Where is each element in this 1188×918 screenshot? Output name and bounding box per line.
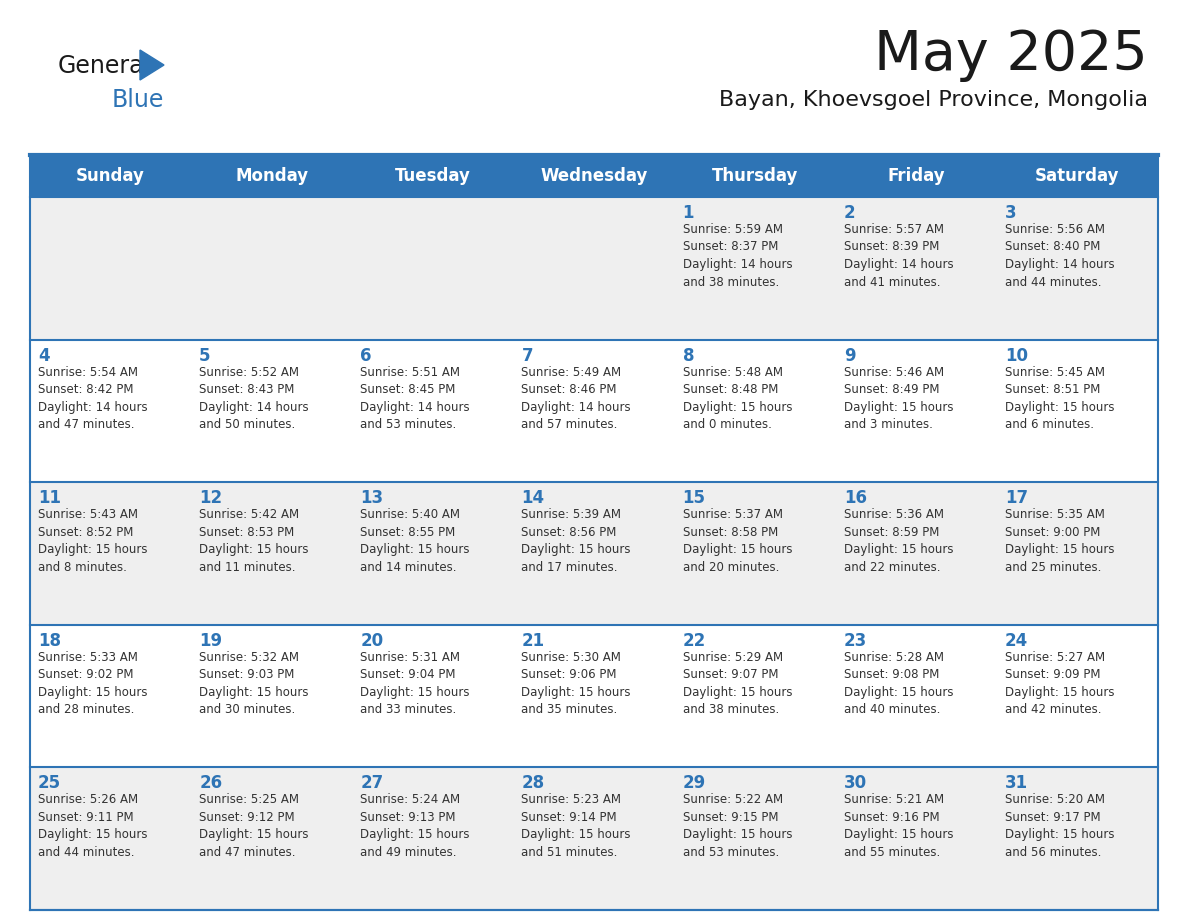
Text: 11: 11 — [38, 489, 61, 508]
Text: Sunrise: 5:28 AM
Sunset: 9:08 PM
Daylight: 15 hours
and 40 minutes.: Sunrise: 5:28 AM Sunset: 9:08 PM Dayligh… — [843, 651, 953, 716]
Text: Sunrise: 5:51 AM
Sunset: 8:45 PM
Daylight: 14 hours
and 53 minutes.: Sunrise: 5:51 AM Sunset: 8:45 PM Dayligh… — [360, 365, 470, 431]
Text: 8: 8 — [683, 347, 694, 364]
Bar — [30, 625, 1158, 767]
Text: 20: 20 — [360, 632, 384, 650]
Text: Tuesday: Tuesday — [394, 167, 470, 185]
Text: 1: 1 — [683, 204, 694, 222]
Text: Sunrise: 5:23 AM
Sunset: 9:14 PM
Daylight: 15 hours
and 51 minutes.: Sunrise: 5:23 AM Sunset: 9:14 PM Dayligh… — [522, 793, 631, 859]
Bar — [30, 197, 1158, 340]
Text: Sunrise: 5:27 AM
Sunset: 9:09 PM
Daylight: 15 hours
and 42 minutes.: Sunrise: 5:27 AM Sunset: 9:09 PM Dayligh… — [1005, 651, 1114, 716]
Text: Sunrise: 5:46 AM
Sunset: 8:49 PM
Daylight: 15 hours
and 3 minutes.: Sunrise: 5:46 AM Sunset: 8:49 PM Dayligh… — [843, 365, 953, 431]
Text: 3: 3 — [1005, 204, 1017, 222]
Text: 5: 5 — [200, 347, 210, 364]
Text: Sunrise: 5:45 AM
Sunset: 8:51 PM
Daylight: 15 hours
and 6 minutes.: Sunrise: 5:45 AM Sunset: 8:51 PM Dayligh… — [1005, 365, 1114, 431]
Text: Wednesday: Wednesday — [541, 167, 647, 185]
Text: Blue: Blue — [112, 88, 164, 112]
Text: 15: 15 — [683, 489, 706, 508]
Text: Sunrise: 5:43 AM
Sunset: 8:52 PM
Daylight: 15 hours
and 8 minutes.: Sunrise: 5:43 AM Sunset: 8:52 PM Dayligh… — [38, 509, 147, 574]
Text: Sunrise: 5:30 AM
Sunset: 9:06 PM
Daylight: 15 hours
and 35 minutes.: Sunrise: 5:30 AM Sunset: 9:06 PM Dayligh… — [522, 651, 631, 716]
Text: 24: 24 — [1005, 632, 1028, 650]
Text: Sunrise: 5:33 AM
Sunset: 9:02 PM
Daylight: 15 hours
and 28 minutes.: Sunrise: 5:33 AM Sunset: 9:02 PM Dayligh… — [38, 651, 147, 716]
Text: Saturday: Saturday — [1035, 167, 1119, 185]
Bar — [30, 155, 1158, 197]
Text: 16: 16 — [843, 489, 867, 508]
Text: Sunrise: 5:59 AM
Sunset: 8:37 PM
Daylight: 14 hours
and 38 minutes.: Sunrise: 5:59 AM Sunset: 8:37 PM Dayligh… — [683, 223, 792, 288]
Text: Sunrise: 5:35 AM
Sunset: 9:00 PM
Daylight: 15 hours
and 25 minutes.: Sunrise: 5:35 AM Sunset: 9:00 PM Dayligh… — [1005, 509, 1114, 574]
Text: Friday: Friday — [887, 167, 946, 185]
Text: 17: 17 — [1005, 489, 1028, 508]
Text: Monday: Monday — [235, 167, 308, 185]
Polygon shape — [140, 50, 164, 80]
Bar — [30, 767, 1158, 910]
Text: 12: 12 — [200, 489, 222, 508]
Text: Thursday: Thursday — [712, 167, 798, 185]
Text: 7: 7 — [522, 347, 533, 364]
Text: Sunrise: 5:54 AM
Sunset: 8:42 PM
Daylight: 14 hours
and 47 minutes.: Sunrise: 5:54 AM Sunset: 8:42 PM Dayligh… — [38, 365, 147, 431]
Text: Sunrise: 5:39 AM
Sunset: 8:56 PM
Daylight: 15 hours
and 17 minutes.: Sunrise: 5:39 AM Sunset: 8:56 PM Dayligh… — [522, 509, 631, 574]
Text: Sunrise: 5:52 AM
Sunset: 8:43 PM
Daylight: 14 hours
and 50 minutes.: Sunrise: 5:52 AM Sunset: 8:43 PM Dayligh… — [200, 365, 309, 431]
Text: Sunrise: 5:48 AM
Sunset: 8:48 PM
Daylight: 15 hours
and 0 minutes.: Sunrise: 5:48 AM Sunset: 8:48 PM Dayligh… — [683, 365, 792, 431]
Text: 19: 19 — [200, 632, 222, 650]
Text: Sunday: Sunday — [76, 167, 145, 185]
Text: Sunrise: 5:21 AM
Sunset: 9:16 PM
Daylight: 15 hours
and 55 minutes.: Sunrise: 5:21 AM Sunset: 9:16 PM Dayligh… — [843, 793, 953, 859]
Bar — [30, 340, 1158, 482]
Bar — [30, 482, 1158, 625]
Text: Sunrise: 5:57 AM
Sunset: 8:39 PM
Daylight: 14 hours
and 41 minutes.: Sunrise: 5:57 AM Sunset: 8:39 PM Dayligh… — [843, 223, 953, 288]
Text: Sunrise: 5:40 AM
Sunset: 8:55 PM
Daylight: 15 hours
and 14 minutes.: Sunrise: 5:40 AM Sunset: 8:55 PM Dayligh… — [360, 509, 469, 574]
Text: 25: 25 — [38, 775, 61, 792]
Text: Sunrise: 5:25 AM
Sunset: 9:12 PM
Daylight: 15 hours
and 47 minutes.: Sunrise: 5:25 AM Sunset: 9:12 PM Dayligh… — [200, 793, 309, 859]
Text: 9: 9 — [843, 347, 855, 364]
Text: Sunrise: 5:42 AM
Sunset: 8:53 PM
Daylight: 15 hours
and 11 minutes.: Sunrise: 5:42 AM Sunset: 8:53 PM Dayligh… — [200, 509, 309, 574]
Text: Sunrise: 5:32 AM
Sunset: 9:03 PM
Daylight: 15 hours
and 30 minutes.: Sunrise: 5:32 AM Sunset: 9:03 PM Dayligh… — [200, 651, 309, 716]
Text: 23: 23 — [843, 632, 867, 650]
Text: 14: 14 — [522, 489, 544, 508]
Text: 29: 29 — [683, 775, 706, 792]
Text: 2: 2 — [843, 204, 855, 222]
Text: Sunrise: 5:31 AM
Sunset: 9:04 PM
Daylight: 15 hours
and 33 minutes.: Sunrise: 5:31 AM Sunset: 9:04 PM Dayligh… — [360, 651, 469, 716]
Text: Sunrise: 5:49 AM
Sunset: 8:46 PM
Daylight: 14 hours
and 57 minutes.: Sunrise: 5:49 AM Sunset: 8:46 PM Dayligh… — [522, 365, 631, 431]
Text: Sunrise: 5:36 AM
Sunset: 8:59 PM
Daylight: 15 hours
and 22 minutes.: Sunrise: 5:36 AM Sunset: 8:59 PM Dayligh… — [843, 509, 953, 574]
Text: Sunrise: 5:24 AM
Sunset: 9:13 PM
Daylight: 15 hours
and 49 minutes.: Sunrise: 5:24 AM Sunset: 9:13 PM Dayligh… — [360, 793, 469, 859]
Text: 10: 10 — [1005, 347, 1028, 364]
Text: Sunrise: 5:29 AM
Sunset: 9:07 PM
Daylight: 15 hours
and 38 minutes.: Sunrise: 5:29 AM Sunset: 9:07 PM Dayligh… — [683, 651, 792, 716]
Text: 27: 27 — [360, 775, 384, 792]
Text: 4: 4 — [38, 347, 50, 364]
Text: 6: 6 — [360, 347, 372, 364]
Text: 22: 22 — [683, 632, 706, 650]
Text: General: General — [58, 54, 151, 78]
Text: General: General — [58, 59, 64, 60]
Text: 21: 21 — [522, 632, 544, 650]
Text: 18: 18 — [38, 632, 61, 650]
Text: Bayan, Khoevsgoel Province, Mongolia: Bayan, Khoevsgoel Province, Mongolia — [719, 90, 1148, 110]
Text: Sunrise: 5:22 AM
Sunset: 9:15 PM
Daylight: 15 hours
and 53 minutes.: Sunrise: 5:22 AM Sunset: 9:15 PM Dayligh… — [683, 793, 792, 859]
Text: May 2025: May 2025 — [874, 28, 1148, 82]
Text: Sunrise: 5:20 AM
Sunset: 9:17 PM
Daylight: 15 hours
and 56 minutes.: Sunrise: 5:20 AM Sunset: 9:17 PM Dayligh… — [1005, 793, 1114, 859]
Text: Sunrise: 5:56 AM
Sunset: 8:40 PM
Daylight: 14 hours
and 44 minutes.: Sunrise: 5:56 AM Sunset: 8:40 PM Dayligh… — [1005, 223, 1114, 288]
Text: 30: 30 — [843, 775, 867, 792]
Text: 13: 13 — [360, 489, 384, 508]
Text: 26: 26 — [200, 775, 222, 792]
Text: 28: 28 — [522, 775, 544, 792]
Text: Sunrise: 5:26 AM
Sunset: 9:11 PM
Daylight: 15 hours
and 44 minutes.: Sunrise: 5:26 AM Sunset: 9:11 PM Dayligh… — [38, 793, 147, 859]
Text: 31: 31 — [1005, 775, 1028, 792]
Text: Sunrise: 5:37 AM
Sunset: 8:58 PM
Daylight: 15 hours
and 20 minutes.: Sunrise: 5:37 AM Sunset: 8:58 PM Dayligh… — [683, 509, 792, 574]
